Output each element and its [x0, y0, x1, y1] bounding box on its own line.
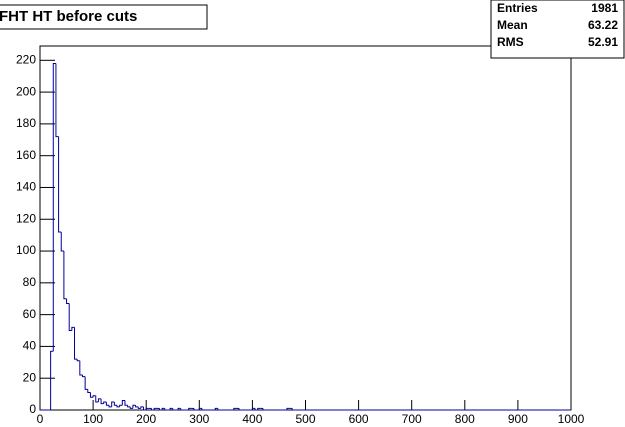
histogram-bin [92, 395, 96, 398]
histogram-bin [63, 251, 67, 300]
histogram-bin [286, 407, 290, 410]
y-tick-label: 140 [16, 180, 36, 194]
histogram-bin [158, 408, 163, 411]
histogram-bin [66, 298, 70, 305]
histogram-bin [127, 405, 131, 408]
histogram-bin [188, 407, 192, 410]
histogram-bin [238, 408, 253, 411]
title-box [0, 4, 208, 30]
y-tick-label: 120 [16, 211, 36, 225]
histogram-bin [172, 408, 176, 411]
y-tick-label: 0 [29, 402, 36, 416]
x-tick-label: 300 [189, 412, 209, 426]
y-tick-label: 220 [16, 52, 36, 66]
histogram-bin [257, 407, 261, 410]
x-tick-label: 500 [295, 412, 315, 426]
histogram-bin [111, 401, 115, 407]
stats-box [490, 0, 625, 59]
stats-value: 52.91 [588, 35, 618, 49]
histogram-bin [79, 360, 83, 376]
histogram-bin [81, 375, 86, 378]
histogram-bin [143, 406, 147, 411]
histogram-bin [177, 407, 181, 410]
histogram-bin [193, 408, 200, 411]
x-tick-label: 100 [83, 412, 103, 426]
histogram-bin [52, 62, 56, 352]
histogram-bin [201, 408, 216, 411]
histogram-bin [161, 407, 165, 410]
histogram-bin [135, 405, 139, 408]
histogram-bin [140, 406, 144, 409]
histogram-bin [60, 231, 64, 252]
x-tick-label: 700 [402, 412, 422, 426]
histogram-bin [68, 303, 72, 332]
y-tick-label: 100 [16, 243, 36, 257]
x-tick-label: 900 [508, 412, 528, 426]
histogram-bin [103, 401, 107, 404]
x-tick-label: 200 [136, 412, 156, 426]
x-tick-label: 0 [37, 412, 44, 426]
histogram-bin [164, 408, 168, 411]
histogram-bin [50, 350, 54, 410]
histogram-bin [153, 407, 157, 410]
histogram-bin [116, 405, 120, 408]
histogram-bin [291, 408, 571, 411]
histogram-bin [233, 407, 237, 410]
histogram-bin [119, 404, 123, 407]
histogram-bin [214, 407, 218, 410]
histogram-bin [254, 408, 258, 411]
x-tick-label: 800 [455, 412, 475, 426]
histogram-bin [87, 389, 91, 394]
stats-label: Entries [497, 1, 538, 15]
histogram-bin [55, 63, 59, 138]
histogram-bin [217, 408, 234, 411]
histogram-bin [251, 407, 256, 410]
histogram-bin [100, 398, 104, 405]
histogram-bin [121, 399, 125, 406]
chart-title: EFHT HT before cuts [0, 8, 137, 25]
histogram-bin [84, 376, 88, 390]
histogram-bin [169, 407, 173, 410]
y-tick-label: 160 [16, 148, 36, 162]
y-tick-label: 80 [23, 275, 37, 289]
histogram-bin [124, 400, 128, 406]
histogram-bin [132, 404, 136, 409]
x-tick-label: 600 [349, 412, 369, 426]
histogram-bin [105, 402, 110, 406]
x-tick-label: 1000 [558, 412, 585, 426]
stats-label: RMS [497, 35, 524, 49]
histogram-bin [137, 406, 141, 409]
histogram-bin [113, 402, 117, 406]
histogram-bin [129, 406, 133, 409]
histogram-bin [198, 407, 202, 410]
x-tick-label: 400 [242, 412, 262, 426]
histogram-bin [76, 359, 80, 362]
histogram-bin [180, 408, 189, 411]
y-tick-label: 180 [16, 116, 36, 130]
histogram-bin [262, 408, 287, 411]
y-tick-label: 60 [23, 307, 37, 321]
y-tick-label: 200 [16, 84, 36, 98]
histogram-bin [71, 326, 75, 331]
stats-value: 63.22 [588, 18, 618, 32]
histogram-bin [89, 392, 94, 398]
stats-value: 1981 [591, 1, 618, 15]
histogram-bin [145, 407, 149, 410]
histogram-bin [95, 395, 99, 403]
stats-label: Mean [497, 18, 528, 32]
y-tick-label: 20 [23, 370, 37, 384]
y-tick-label: 40 [23, 339, 37, 353]
histogram-bin [74, 327, 78, 360]
histogram-bin [151, 408, 155, 411]
histogram-bin [58, 136, 62, 233]
histogram-bin [97, 398, 102, 403]
histogram-bin [108, 405, 112, 408]
